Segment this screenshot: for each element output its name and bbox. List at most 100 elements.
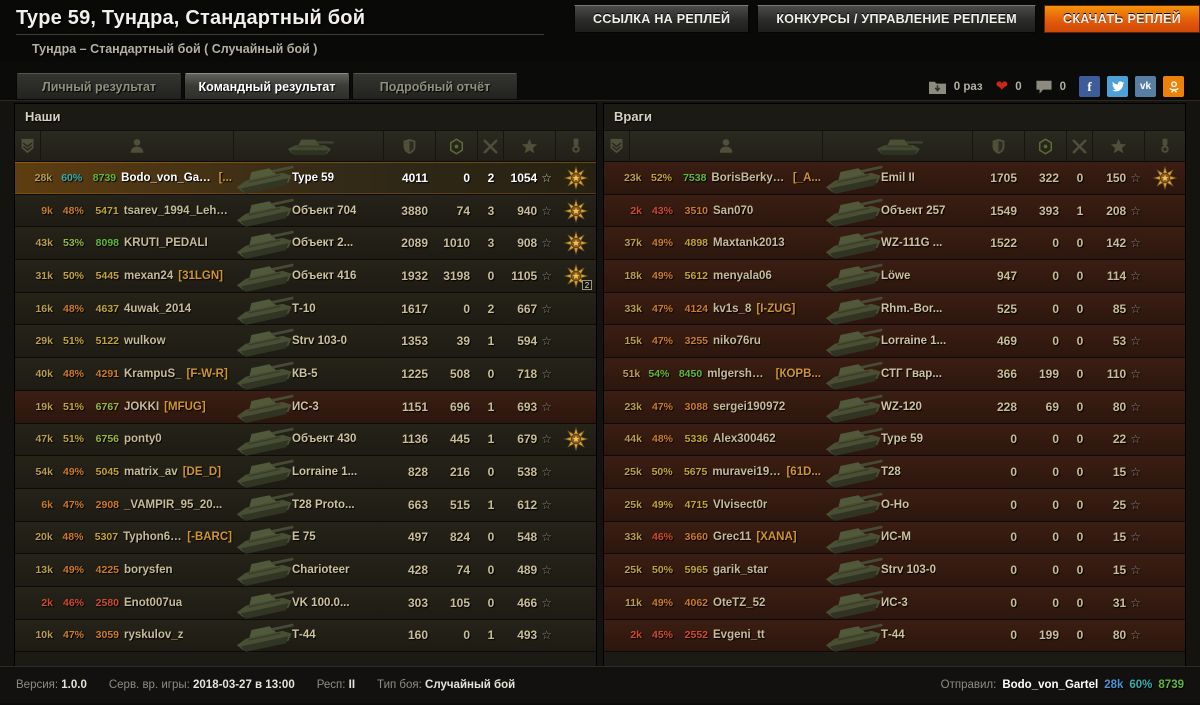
damage-value: 0: [1010, 563, 1017, 578]
clan-tag[interactable]: [КОРВ...: [775, 367, 821, 380]
xp-value: 679: [517, 432, 538, 447]
player-name[interactable]: borysfen: [124, 564, 173, 577]
player-name[interactable]: mexan24: [124, 269, 174, 282]
kills-value: 1: [487, 334, 495, 349]
rank-column-icon: [604, 131, 630, 161]
xp-cell: 31 ☆: [1093, 596, 1145, 610]
player-name[interactable]: _VAMPIR_95_20...: [124, 498, 223, 511]
xp-star-icon: ☆: [1130, 170, 1141, 185]
battles-count: 44k: [624, 433, 642, 446]
spotting-value: 0: [1052, 268, 1059, 283]
win-rate: 48%: [651, 433, 673, 446]
rating-value: 2908: [95, 498, 119, 511]
player-name[interactable]: BorisBerkyt67: [711, 171, 788, 184]
player-name[interactable]: sergei190972: [713, 400, 786, 413]
player-name[interactable]: Alex300462: [713, 433, 776, 446]
clan-tag[interactable]: [31LGN]: [178, 269, 223, 282]
xp-value: 22: [1112, 432, 1127, 447]
replay-link-button[interactable]: ССЫЛКА НА РЕПЛЕЙ: [574, 5, 750, 33]
sender-info: Отправил: Bodo_von_Gartel 28k 60% 8739: [941, 679, 1184, 691]
damage-value: 2089: [401, 236, 428, 251]
player-name[interactable]: tsarev_1994_Leha...: [123, 204, 232, 217]
rating-value: 3088: [684, 400, 708, 413]
player-name[interactable]: muravei1984: [712, 466, 782, 479]
like-heart-icon[interactable]: ❤: [995, 78, 1009, 95]
tank-cell: Объект 2...: [234, 227, 384, 259]
player-name[interactable]: kv1s_8: [713, 302, 752, 315]
player-name[interactable]: garik_star: [713, 564, 768, 577]
player-name[interactable]: niko76ru: [713, 335, 761, 348]
win-rate: 47%: [651, 335, 673, 348]
facebook-share-button[interactable]: f: [1079, 76, 1100, 97]
clan-tag[interactable]: [61D...: [786, 466, 821, 479]
player-name[interactable]: JOKKI: [124, 400, 160, 413]
player-name[interactable]: VIvisect0r: [713, 498, 768, 511]
win-rate: 45%: [651, 629, 673, 642]
tab-personal-result[interactable]: Личный результат: [16, 73, 182, 100]
damage-value: 1353: [401, 334, 428, 349]
player-name[interactable]: wulkow: [124, 335, 166, 348]
tab-team-result[interactable]: Командный результат: [184, 73, 350, 100]
kills-value: 1: [487, 497, 495, 512]
tank-name: Е 75: [292, 531, 316, 544]
player-name[interactable]: menyala06: [713, 269, 772, 282]
clan-tag[interactable]: [MFUG]: [164, 400, 206, 413]
xp-value: 1105: [511, 268, 538, 283]
twitter-share-button[interactable]: [1107, 76, 1128, 97]
player-name[interactable]: San070: [713, 204, 754, 217]
tank-name: ИС-3: [881, 596, 908, 609]
spotting-value: 0: [1052, 563, 1059, 578]
tank-cell: КВ-5: [234, 358, 384, 390]
player-name[interactable]: KRUTI_PEDALI: [124, 237, 208, 250]
player-name[interactable]: mlgershman: [707, 367, 771, 380]
clan-tag[interactable]: [_A...: [792, 171, 821, 184]
clan-tag[interactable]: [...: [218, 171, 232, 184]
player-name[interactable]: OteTZ_52: [713, 596, 766, 609]
player-cell: 43k 53% 8098 KRUTI_PEDALI: [29, 237, 234, 249]
player-name[interactable]: Grec11: [713, 531, 752, 544]
player-row: 23k 52% 7538 BorisBerkyt67 [_A... Emil I…: [604, 162, 1185, 195]
player-name[interactable]: Evgeni_tt: [713, 629, 765, 642]
manage-replay-button[interactable]: КОНКУРСЫ / УПРАВЛЕНИЕ РЕПЛЕЕМ: [757, 5, 1037, 33]
xp-star-icon: ☆: [1130, 301, 1141, 316]
player-name[interactable]: KrampuS_: [124, 367, 182, 380]
tab-detailed-report[interactable]: Подробный отчёт: [352, 73, 518, 100]
xp-value: 15: [1112, 465, 1127, 480]
battles-count: 15k: [624, 335, 642, 348]
battles-count: 51k: [622, 367, 641, 380]
player-name[interactable]: 4uwak_2014: [124, 302, 192, 315]
clan-tag[interactable]: [DE_D]: [182, 466, 222, 479]
kills-value: 0: [1076, 432, 1084, 447]
player-name[interactable]: Enot007ua: [124, 596, 183, 609]
xp-value: 908: [517, 236, 538, 251]
table-header-row: [15, 130, 596, 162]
clan-tag[interactable]: [I-ZUG]: [756, 302, 796, 315]
win-rate: 49%: [62, 466, 84, 479]
player-name[interactable]: Bodo_von_Gartel: [121, 171, 214, 184]
rating-value: 3510: [684, 204, 708, 217]
spotting-value: 74: [456, 203, 470, 218]
player-name[interactable]: Maxtank2013: [713, 237, 785, 250]
team-rows: 28k 60% 8739 Bodo_von_Gartel [... Type 5…: [15, 162, 596, 653]
vk-share-button[interactable]: vk: [1135, 76, 1156, 97]
xp-star-icon: ☆: [541, 399, 552, 414]
clan-tag[interactable]: [-BARC]: [187, 531, 232, 544]
clan-tag[interactable]: [XANA]: [756, 531, 797, 544]
spotting-value: 322: [1038, 170, 1059, 185]
sender-name[interactable]: Bodo_von_Gartel: [1002, 679, 1099, 691]
xp-value: 1054: [510, 170, 538, 185]
player-name[interactable]: matrix_av: [124, 466, 178, 479]
download-replay-button[interactable]: СКАЧАТЬ РЕПЛЕЙ: [1044, 5, 1200, 33]
xp-value: 150: [1106, 170, 1127, 185]
player-name[interactable]: ryskulov_z: [124, 629, 184, 642]
player-name[interactable]: Typhon666: [123, 531, 183, 544]
mastery-medal-icon: [564, 427, 588, 451]
player-column-icon: [41, 131, 234, 161]
player-name[interactable]: ponty0: [124, 433, 162, 446]
clan-tag[interactable]: [F-W-R]: [186, 367, 228, 380]
tank-name: Т-44: [292, 629, 316, 642]
battles-count: 23k: [624, 400, 642, 413]
odnoklassniki-share-button[interactable]: [1163, 76, 1184, 97]
xp-cell: 114 ☆: [1093, 269, 1145, 283]
sender-rating: 8739: [1158, 679, 1184, 691]
